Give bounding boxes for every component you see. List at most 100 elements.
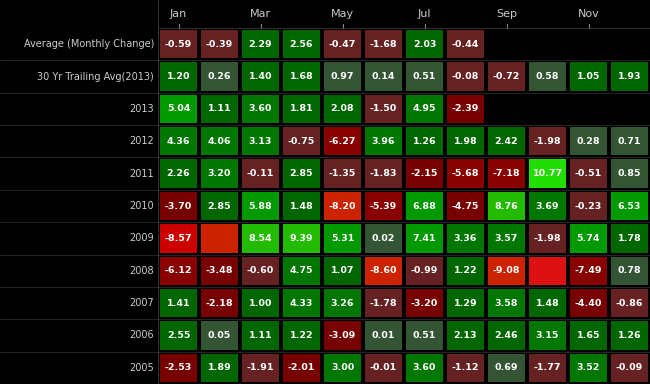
Text: 1.48: 1.48 (290, 202, 313, 210)
Text: -1.98: -1.98 (534, 137, 562, 146)
Text: 0.01: 0.01 (372, 331, 395, 340)
Text: 0.26: 0.26 (208, 72, 231, 81)
Bar (283, 321, 320, 350)
Bar (365, 95, 402, 123)
Text: 1.78: 1.78 (618, 234, 642, 243)
Text: 3.36: 3.36 (454, 234, 477, 243)
Text: -0.39: -0.39 (206, 40, 233, 49)
Bar (611, 30, 648, 58)
Bar (488, 159, 525, 188)
Bar (324, 224, 361, 253)
Text: 3.26: 3.26 (331, 299, 354, 308)
Text: -2.18: -2.18 (205, 299, 233, 308)
Text: 2.08: 2.08 (331, 104, 354, 113)
Text: -8.60: -8.60 (370, 266, 397, 275)
Text: -0.09: -0.09 (616, 363, 643, 372)
Text: 0.85: 0.85 (618, 169, 642, 178)
Bar (611, 95, 648, 123)
Text: 1.48: 1.48 (536, 299, 560, 308)
Text: -0.72: -0.72 (493, 72, 520, 81)
Text: -0.08: -0.08 (452, 72, 479, 81)
Bar (365, 354, 402, 382)
Text: -1.77: -1.77 (534, 363, 561, 372)
Bar (365, 62, 402, 91)
Text: 1.40: 1.40 (249, 72, 272, 81)
Text: 3.20: 3.20 (208, 169, 231, 178)
Text: -0.86: -0.86 (616, 299, 644, 308)
Bar (488, 62, 525, 91)
Bar (611, 321, 648, 350)
Bar (447, 354, 484, 382)
Bar (242, 192, 279, 220)
Bar (570, 95, 607, 123)
Bar (488, 192, 525, 220)
Bar (488, 95, 525, 123)
Bar (201, 224, 238, 253)
Bar (201, 354, 238, 382)
Bar (447, 257, 484, 285)
Bar (201, 62, 238, 91)
Bar (570, 30, 607, 58)
Bar (488, 354, 525, 382)
Bar (324, 95, 361, 123)
Text: -0.60: -0.60 (247, 266, 274, 275)
Text: -0.51: -0.51 (575, 169, 602, 178)
Text: -1.83: -1.83 (370, 169, 397, 178)
Bar (242, 62, 279, 91)
Text: -3.20: -3.20 (411, 299, 438, 308)
Text: -0.99: -0.99 (411, 266, 438, 275)
Bar (242, 159, 279, 188)
Bar (529, 62, 566, 91)
Text: -7.18: -7.18 (493, 169, 520, 178)
Text: 2.56: 2.56 (290, 40, 313, 49)
Bar (283, 62, 320, 91)
Bar (406, 62, 443, 91)
Bar (611, 354, 648, 382)
Text: -3.48: -3.48 (206, 266, 233, 275)
Bar (488, 321, 525, 350)
Text: 2013: 2013 (129, 104, 154, 114)
Bar (570, 192, 607, 220)
Text: -0.11: -0.11 (247, 169, 274, 178)
Bar (611, 127, 648, 156)
Bar (570, 159, 607, 188)
Bar (324, 62, 361, 91)
Bar (570, 321, 607, 350)
Bar (488, 257, 525, 285)
Bar (160, 354, 197, 382)
Bar (324, 127, 361, 156)
Text: 2.03: 2.03 (413, 40, 436, 49)
Bar (324, 289, 361, 317)
Text: 3.00: 3.00 (331, 363, 354, 372)
Text: 5.88: 5.88 (248, 202, 272, 210)
Bar (160, 192, 197, 220)
Text: 0.51: 0.51 (413, 72, 436, 81)
Bar (406, 95, 443, 123)
Bar (447, 159, 484, 188)
Text: 0.05: 0.05 (208, 331, 231, 340)
Bar (406, 192, 443, 220)
Bar (201, 127, 238, 156)
Text: -4.75: -4.75 (452, 202, 479, 210)
Text: 2011: 2011 (129, 169, 154, 179)
Bar (160, 127, 197, 156)
Bar (447, 127, 484, 156)
Text: 2.46: 2.46 (495, 331, 518, 340)
Text: Nov: Nov (578, 9, 599, 19)
Text: -5.39: -5.39 (370, 202, 397, 210)
Text: -1.12: -1.12 (452, 363, 479, 372)
Text: 2.85: 2.85 (290, 169, 313, 178)
Bar (447, 289, 484, 317)
Text: 1.93: 1.93 (618, 72, 642, 81)
Text: -7.49: -7.49 (575, 266, 603, 275)
Bar (570, 257, 607, 285)
Bar (283, 159, 320, 188)
Text: 2007: 2007 (129, 298, 154, 308)
Bar (201, 321, 238, 350)
Text: -3.70: -3.70 (165, 202, 192, 210)
Text: -2.01: -2.01 (288, 363, 315, 372)
Bar (365, 289, 402, 317)
Bar (160, 257, 197, 285)
Bar (529, 30, 566, 58)
Text: 2010: 2010 (129, 201, 154, 211)
